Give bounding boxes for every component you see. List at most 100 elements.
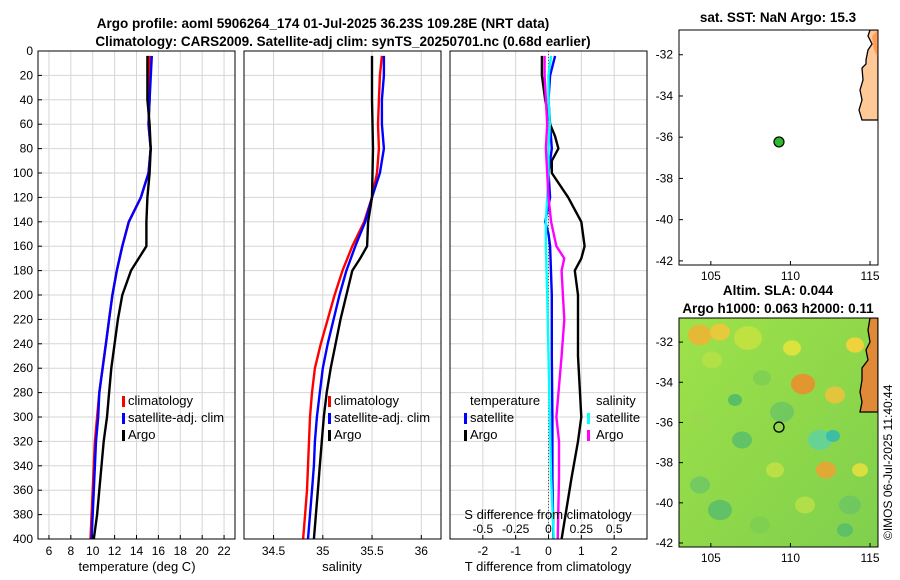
map-y-tick-label: -42: [656, 536, 674, 550]
temperature-xlabel: temperature (deg C): [78, 559, 195, 574]
y-tick-label: 240: [13, 337, 33, 351]
legend-argo-swatch: [122, 430, 125, 441]
sla-map-panel: Altim. SLA: 0.044 Argo h1000: 0.063 h200…: [656, 283, 880, 565]
x-tick-label: 14: [130, 544, 144, 558]
map-y-tick-label: -36: [656, 130, 674, 144]
sla-patch: [826, 430, 840, 442]
sst-map-frame: [678, 29, 879, 266]
x-tick-label: 1: [578, 544, 585, 558]
sla-patch: [825, 386, 845, 404]
australia-land: [858, 30, 878, 121]
legend-s-argo-swatch: [587, 430, 590, 441]
x-tick-label: 20: [195, 544, 209, 558]
figure-title-line2: Climatology: CARS2009. Satellite-adj cli…: [95, 34, 590, 49]
sla-patch: [753, 370, 771, 386]
s-tick-label: 0: [545, 522, 552, 536]
sst-map-coastline: [858, 30, 878, 121]
series-line-climatology: [89, 55, 152, 540]
legend-s-satellite-label: satellite: [596, 410, 640, 425]
legend-satellite-swatch: [122, 413, 125, 424]
sla-patch: [702, 351, 722, 369]
y-tick-label: 220: [13, 312, 33, 326]
sla-patch: [839, 495, 861, 515]
difference-x2label: S difference from climatology: [464, 507, 632, 522]
x-tick-label: 22: [217, 544, 231, 558]
map-x-tick-label: 115: [860, 269, 879, 283]
y-tick-label: 260: [13, 361, 33, 375]
map-y-tick-label: -34: [656, 375, 674, 389]
series-line-satellite-adj-clim: [306, 55, 386, 540]
x-tick-label: 12: [108, 544, 122, 558]
y-tick-label: 360: [13, 483, 33, 497]
argo-position-marker: [773, 421, 785, 433]
map-x-tick-label: 105: [701, 551, 721, 565]
legend-salinity-title: salinity: [596, 393, 636, 408]
y-tick-label: 340: [13, 459, 33, 473]
y-tick-label: 120: [13, 190, 33, 204]
y-tick-label: 160: [13, 239, 33, 253]
temperature-legend: climatology satellite-adj. clim Argo: [122, 393, 224, 442]
y-tick-label: 100: [13, 166, 33, 180]
s-tick-label: -0.25: [502, 522, 530, 536]
map-y-tick-label: -36: [656, 415, 674, 429]
sla-map-frame: [678, 317, 879, 548]
x-tick-label: -2: [477, 544, 488, 558]
legend-satellite-swatch: [328, 413, 331, 424]
sla-patch: [690, 476, 710, 494]
difference-legend: temperature satellite Argo salinity sate…: [464, 393, 640, 442]
map-x-tick-label: 115: [860, 551, 879, 565]
y-tick-label: 140: [13, 215, 33, 229]
map-x-tick-label: 105: [701, 269, 721, 283]
x-tick-label: 6: [46, 544, 53, 558]
x-tick-label: 34.5: [262, 544, 286, 558]
sla-patch: [732, 431, 752, 449]
y-tick-label: 20: [20, 68, 34, 82]
y-tick-label: 180: [13, 264, 33, 278]
sst-map-title: sat. SST: NaN Argo: 15.3: [700, 10, 857, 25]
sla-patch: [852, 463, 868, 477]
s-tick-label: 0.25: [570, 522, 594, 536]
sla-patch: [766, 462, 784, 478]
map-y-tick-label: -42: [656, 254, 674, 268]
x-tick-label: 35.5: [360, 544, 384, 558]
x-tick-label: 8: [67, 544, 74, 558]
legend-climatology-label: climatology: [334, 393, 400, 408]
y-tick-label: 380: [13, 508, 33, 522]
x-tick-label: 36: [415, 544, 429, 558]
series-line-s-satellite: [544, 55, 555, 540]
map-y-tick-label: -32: [656, 335, 674, 349]
figure-title-line1: Argo profile: aoml 5906264_174 01-Jul-20…: [97, 16, 549, 31]
series-line-s-argo: [543, 55, 566, 540]
legend-argo-swatch: [328, 430, 331, 441]
series-line-argo: [92, 55, 152, 540]
legend-temperature-title: temperature: [470, 393, 540, 408]
y-tick-label: 80: [20, 142, 34, 156]
sla-patch: [795, 496, 815, 514]
map-y-tick-label: -34: [656, 89, 674, 103]
legend-argo-label: Argo: [128, 427, 155, 442]
legend-s-argo-label: Argo: [596, 427, 623, 442]
australia-land-shade: [872, 30, 878, 58]
series-line-argo: [312, 55, 375, 540]
legend-t-argo-label: Argo: [470, 427, 497, 442]
map-x-tick-label: 110: [781, 269, 800, 283]
map-y-tick-label: -32: [656, 48, 674, 62]
legend-satellite-label: satellite-adj. clim: [128, 410, 224, 425]
s-tick-label: -0.5: [472, 522, 493, 536]
x-tick-label: 10: [86, 544, 100, 558]
sla-patch: [837, 523, 853, 537]
y-tick-label: 320: [13, 434, 33, 448]
sla-patch: [808, 429, 832, 451]
map-y-tick-label: -40: [656, 213, 674, 227]
salinity-axes-frame: [243, 50, 442, 540]
legend-climatology-swatch: [328, 396, 331, 407]
temperature-panel: 0 20 40 60 80 100 120 140 160 180 200 220 240 260 280 3…: [13, 44, 236, 574]
salinity-xlabel: salinity: [322, 559, 362, 574]
x-tick-label: 18: [174, 544, 188, 558]
legend-t-satellite-label: satellite: [470, 410, 514, 425]
x-tick-label: 16: [152, 544, 166, 558]
sla-map-title-line1: Altim. SLA: 0.044: [723, 283, 834, 298]
sla-patch: [846, 337, 864, 353]
map-y-tick-label: -38: [656, 456, 674, 470]
